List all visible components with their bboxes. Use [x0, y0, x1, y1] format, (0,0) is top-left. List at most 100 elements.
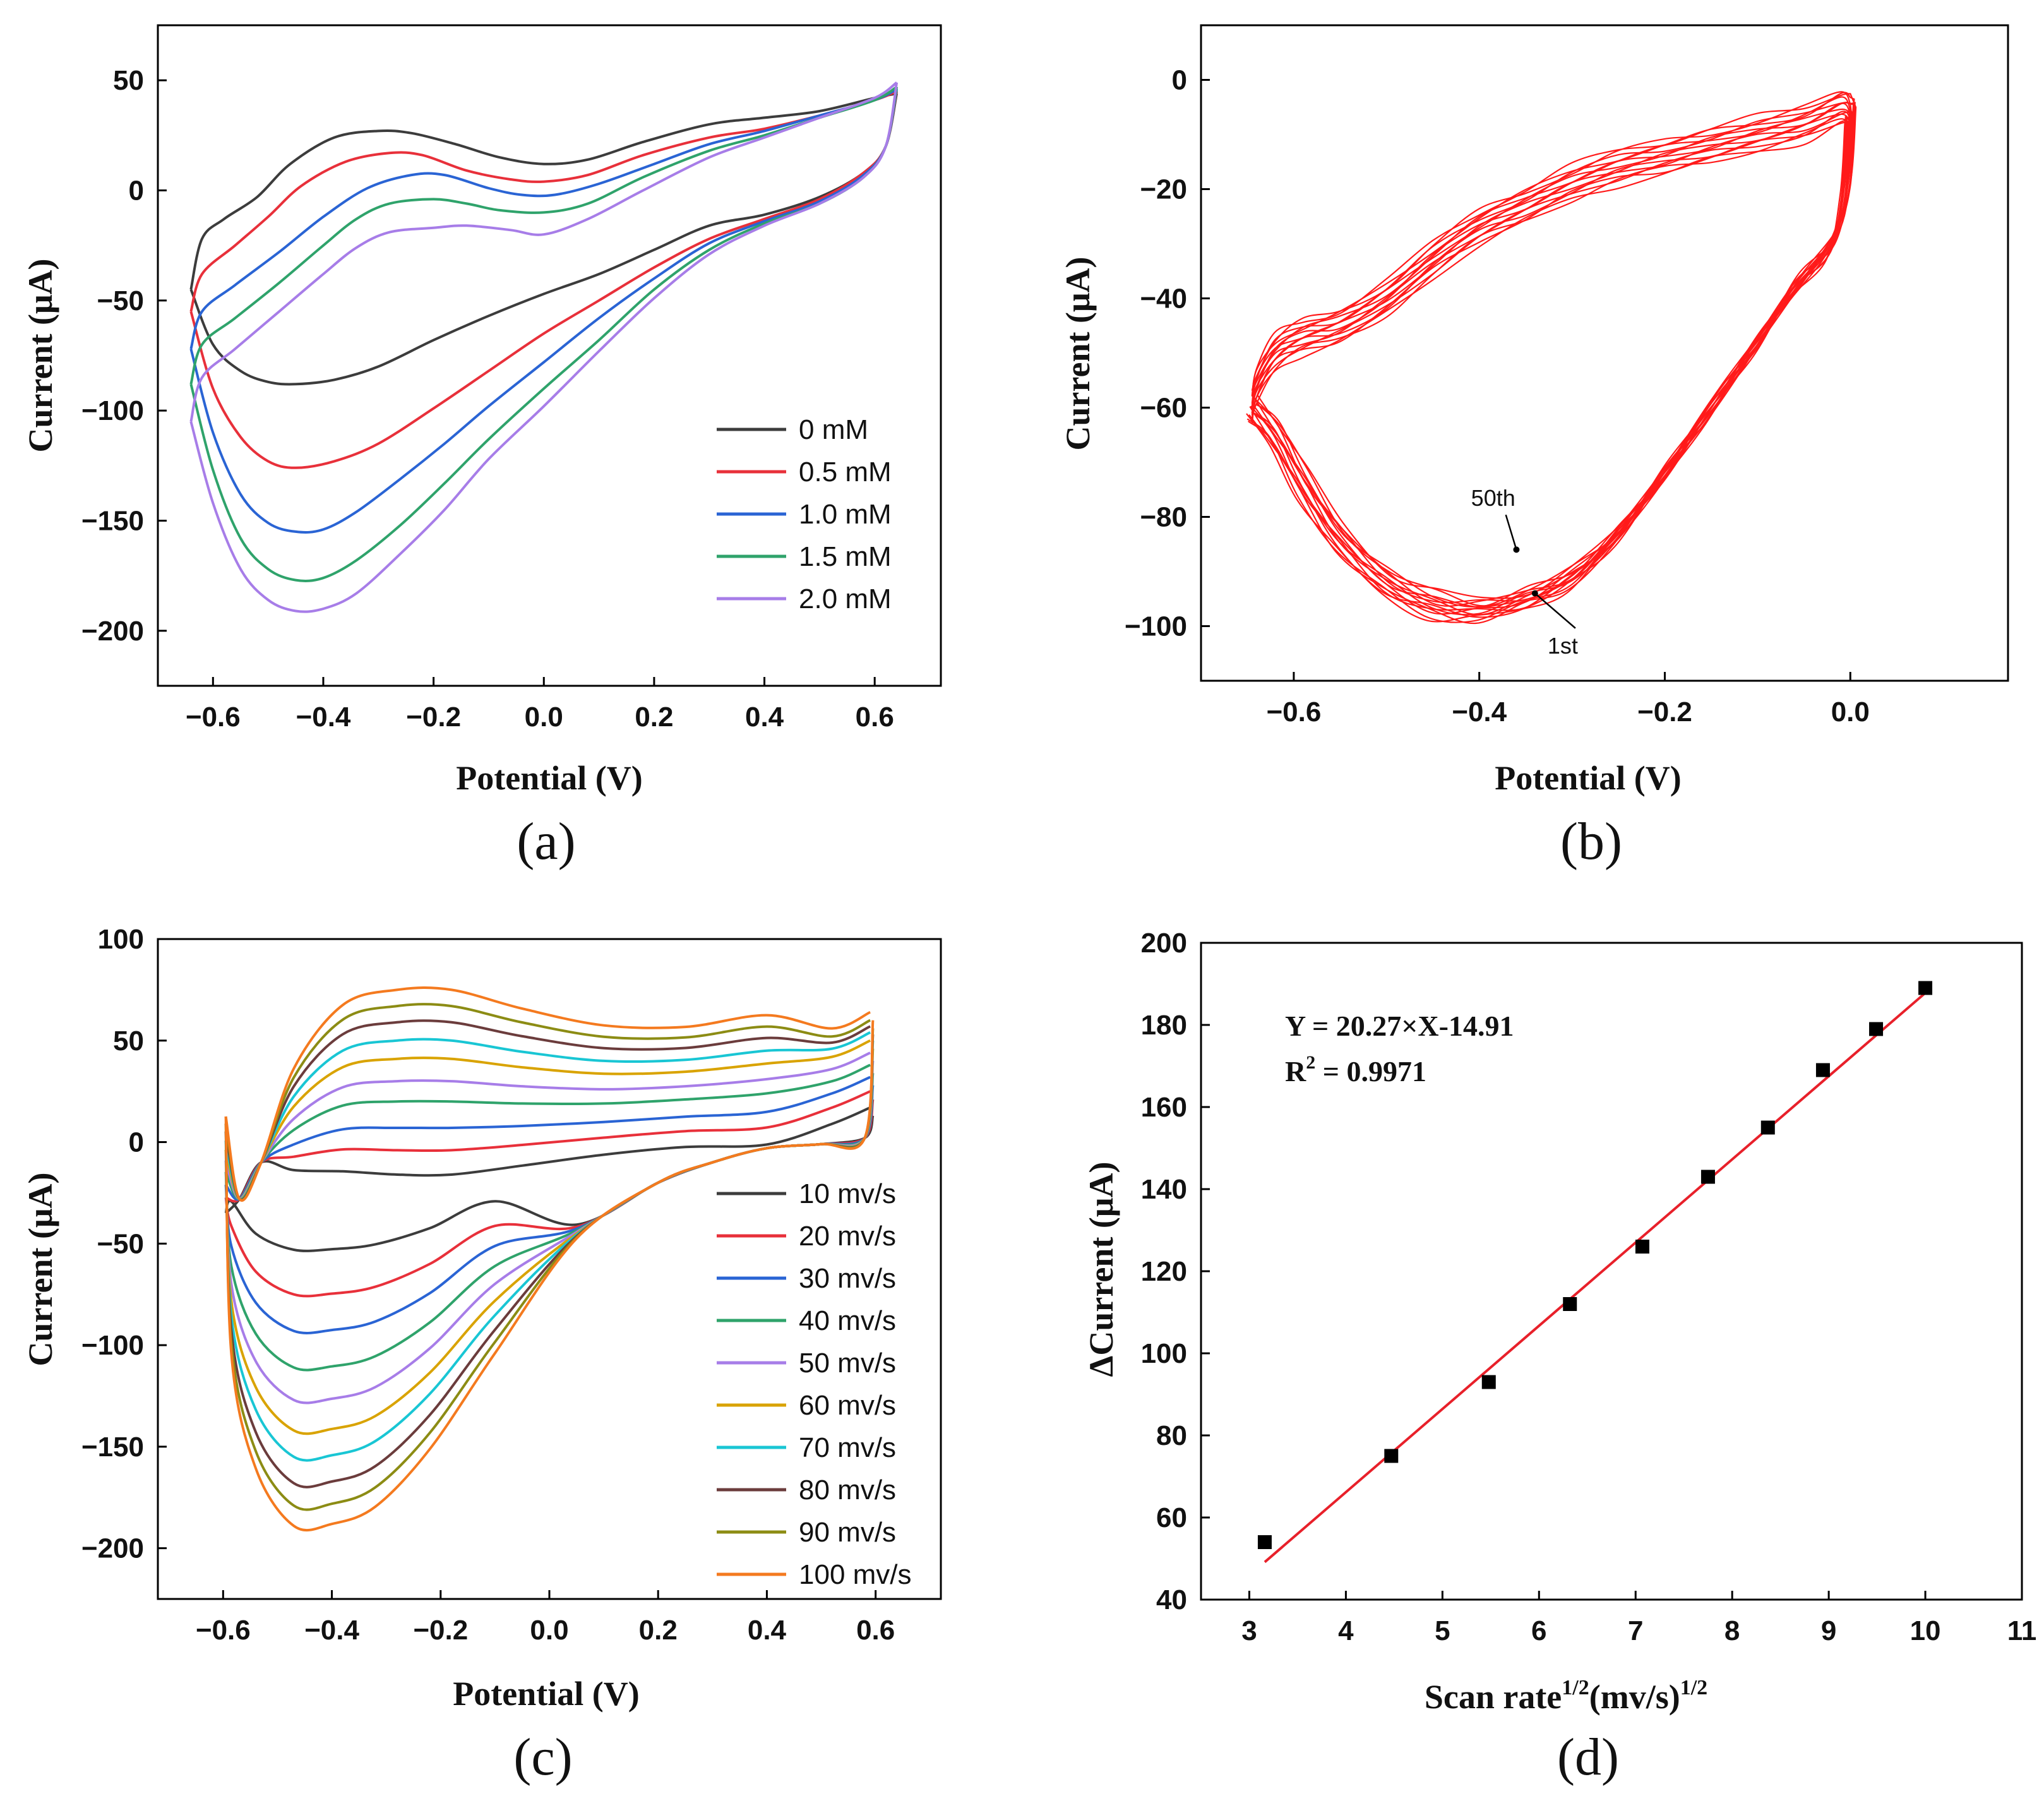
panel-a-curve-cathodic [189, 88, 899, 534]
panel-d-xtick-label: 6 [1531, 1615, 1546, 1646]
panel-b-xtick-label: −0.2 [1637, 697, 1692, 727]
panel-c-plot [224, 986, 875, 1532]
panel-d-ytick-label: 200 [1141, 928, 1187, 959]
panel-b-yticks: −100 −80 −60 −40 −20 0 [1125, 65, 1210, 642]
panel-d-xtick-label: 9 [1821, 1615, 1836, 1646]
panel-d-ytick-label: 140 [1141, 1174, 1187, 1205]
panel-d-ytick-label: 180 [1141, 1010, 1187, 1041]
panel-c-curve-anodic [224, 1063, 871, 1200]
panel-a-ylabel: Current (μA) [21, 258, 59, 452]
panel-c-ytick-label: 0 [129, 1127, 144, 1158]
panel-c-legend-label: 60 mv/s [799, 1390, 896, 1421]
panel-a-ytick-label: −50 [97, 285, 144, 316]
panel-c-ylabel: Current (μA) [21, 1172, 59, 1366]
panel-b-cycle [1246, 116, 1851, 623]
panel-b-ylabel: Current (μA) [1059, 256, 1097, 450]
panel-c-ytick-label: −150 [81, 1432, 144, 1463]
panel-b-annotation-arrow [1534, 592, 1576, 629]
panel-d-xtick-label: 11 [2007, 1615, 2037, 1646]
panel-c-curve-anodic [225, 1090, 871, 1203]
panel-d-ytick-label: 100 [1141, 1338, 1187, 1369]
panel-a-curve-anodic [189, 85, 898, 385]
panel-a-xtick-label: 0.4 [745, 702, 784, 733]
panel-a-ytick-label: −150 [81, 506, 144, 537]
panel-d-ytick-label: 40 [1156, 1584, 1187, 1615]
panel-a-ytick-label: 0 [129, 176, 144, 207]
panel-c-xtick-label: −0.2 [413, 1615, 468, 1646]
panel-a-legend-label: 0.5 mM [799, 457, 892, 488]
panel-c-xtick-label: 0.4 [748, 1615, 787, 1646]
panel-a-legend-label: 2.0 mM [799, 584, 892, 614]
panel-d-data-point [1700, 1170, 1715, 1184]
panel-b-ytick-label: −60 [1140, 393, 1187, 424]
panel-c-xtick-label: −0.6 [196, 1615, 251, 1646]
panel-b-cycle [1251, 92, 1855, 608]
panel-d-data-point [1635, 1240, 1649, 1254]
panel-b-cycle [1251, 96, 1853, 604]
panel-b-ytick-label: −20 [1140, 174, 1187, 205]
panel-d-label: (d) [1557, 1728, 1619, 1787]
panel-b-ytick-label: −80 [1140, 502, 1187, 533]
panel-c-legend-label: 30 mv/s [799, 1263, 896, 1294]
panel-c-curve-anodic [224, 1075, 871, 1201]
panel-d-ytick-label: 160 [1141, 1092, 1187, 1123]
panel-c: 10 mv/s 20 mv/s 30 mv/s 40 mv/s 50 mv/s 60 mv… [21, 924, 942, 1787]
panel-d-data-point [1257, 1535, 1272, 1549]
panel-c-legend-label: 80 mv/s [799, 1475, 896, 1506]
panel-c-curve-cathodic [224, 1072, 875, 1372]
panel-d-xtick-label: 7 [1628, 1615, 1643, 1646]
panel-d-xlabel-sup1: 1/2 [1562, 1676, 1589, 1699]
panel-d-xtick-label: 10 [1910, 1615, 1941, 1646]
panel-a-curve-anodic [189, 88, 898, 350]
panel-b-xticks: −0.6 −0.4 −0.2 0.0 [1266, 672, 1870, 727]
panel-d-r2-value: = 0.9971 [1315, 1055, 1426, 1087]
panel-a-curve-anodic [189, 90, 897, 312]
panel-d-xtick-label: 3 [1241, 1615, 1257, 1646]
panel-d-xtick-label: 8 [1724, 1615, 1740, 1646]
panel-b-xtick-label: 0.0 [1831, 697, 1870, 727]
panel-a-plot [189, 81, 899, 613]
panel-d-data-point [1384, 1449, 1399, 1463]
panel-a-curve-cathodic [189, 91, 899, 469]
panel-b-cycle [1251, 93, 1857, 599]
panel-d-ytick-label: 60 [1156, 1502, 1187, 1533]
panel-d-data-point [1760, 1120, 1775, 1135]
panel-a-curve-anodic [189, 92, 897, 290]
panel-a-frame [157, 24, 942, 687]
panel-a-xtick-label: 0.2 [635, 702, 673, 733]
panel-b-annotations: 50th 1st [1471, 485, 1578, 659]
panel-b-xtick-label: −0.6 [1266, 697, 1321, 727]
panel-d-data-point [1481, 1375, 1496, 1389]
panel-d-data-point [1869, 1022, 1884, 1036]
panel-c-label: (c) [513, 1728, 572, 1787]
panel-b-cycle [1246, 120, 1851, 623]
panel-c-ytick-label: −50 [97, 1228, 144, 1259]
panel-b-xtick-label: −0.4 [1452, 697, 1507, 727]
panel-a-ytick-label: −100 [81, 395, 144, 426]
panel-b-annotation-label: 50th [1471, 485, 1515, 511]
panel-a-legend: 0 mM 0.5 mM 1.0 mM 1.5 mM 2.0 mM [717, 414, 892, 614]
panel-d-fit-line [1264, 991, 1927, 1564]
panel-c-xtick-label: 0.6 [856, 1615, 895, 1646]
panel-d-plot [1257, 981, 1933, 1564]
panel-d-ytick-label: 80 [1156, 1420, 1187, 1451]
panel-a-curve-anodic [189, 81, 898, 422]
panel-c-legend-label: 10 mv/s [799, 1178, 896, 1209]
panel-d-data-point [1815, 1063, 1830, 1077]
panel-a-label: (a) [517, 812, 575, 871]
panel-c-curve-anodic [224, 986, 871, 1202]
panel-d-ytick-label: 120 [1141, 1256, 1187, 1287]
panel-c-legend: 10 mv/s 20 mv/s 30 mv/s 40 mv/s 50 mv/s 60 mv… [717, 1178, 912, 1590]
panel-a-ytick-label: −200 [81, 616, 144, 647]
panel-a-legend-label: 1.0 mM [799, 499, 892, 530]
panel-d-data-point [1563, 1297, 1577, 1311]
panel-d-equation: Y = 20.27×X-14.91 [1285, 1010, 1514, 1042]
panel-c-legend-label: 50 mv/s [799, 1348, 896, 1379]
panel-d-xtick-label: 4 [1338, 1615, 1354, 1646]
panel-d-xticks: 3 4 5 6 7 8 9 10 11 [1241, 1591, 2036, 1646]
panel-b: 50th 1st −0.6 −0.4 −0.2 0.0 −100 −80 −60 −40 −20… [1059, 24, 2009, 871]
panel-c-curve-anodic [225, 1106, 871, 1214]
panel-b-plot [1246, 91, 1857, 625]
panel-c-ytick-label: −200 [81, 1533, 144, 1564]
